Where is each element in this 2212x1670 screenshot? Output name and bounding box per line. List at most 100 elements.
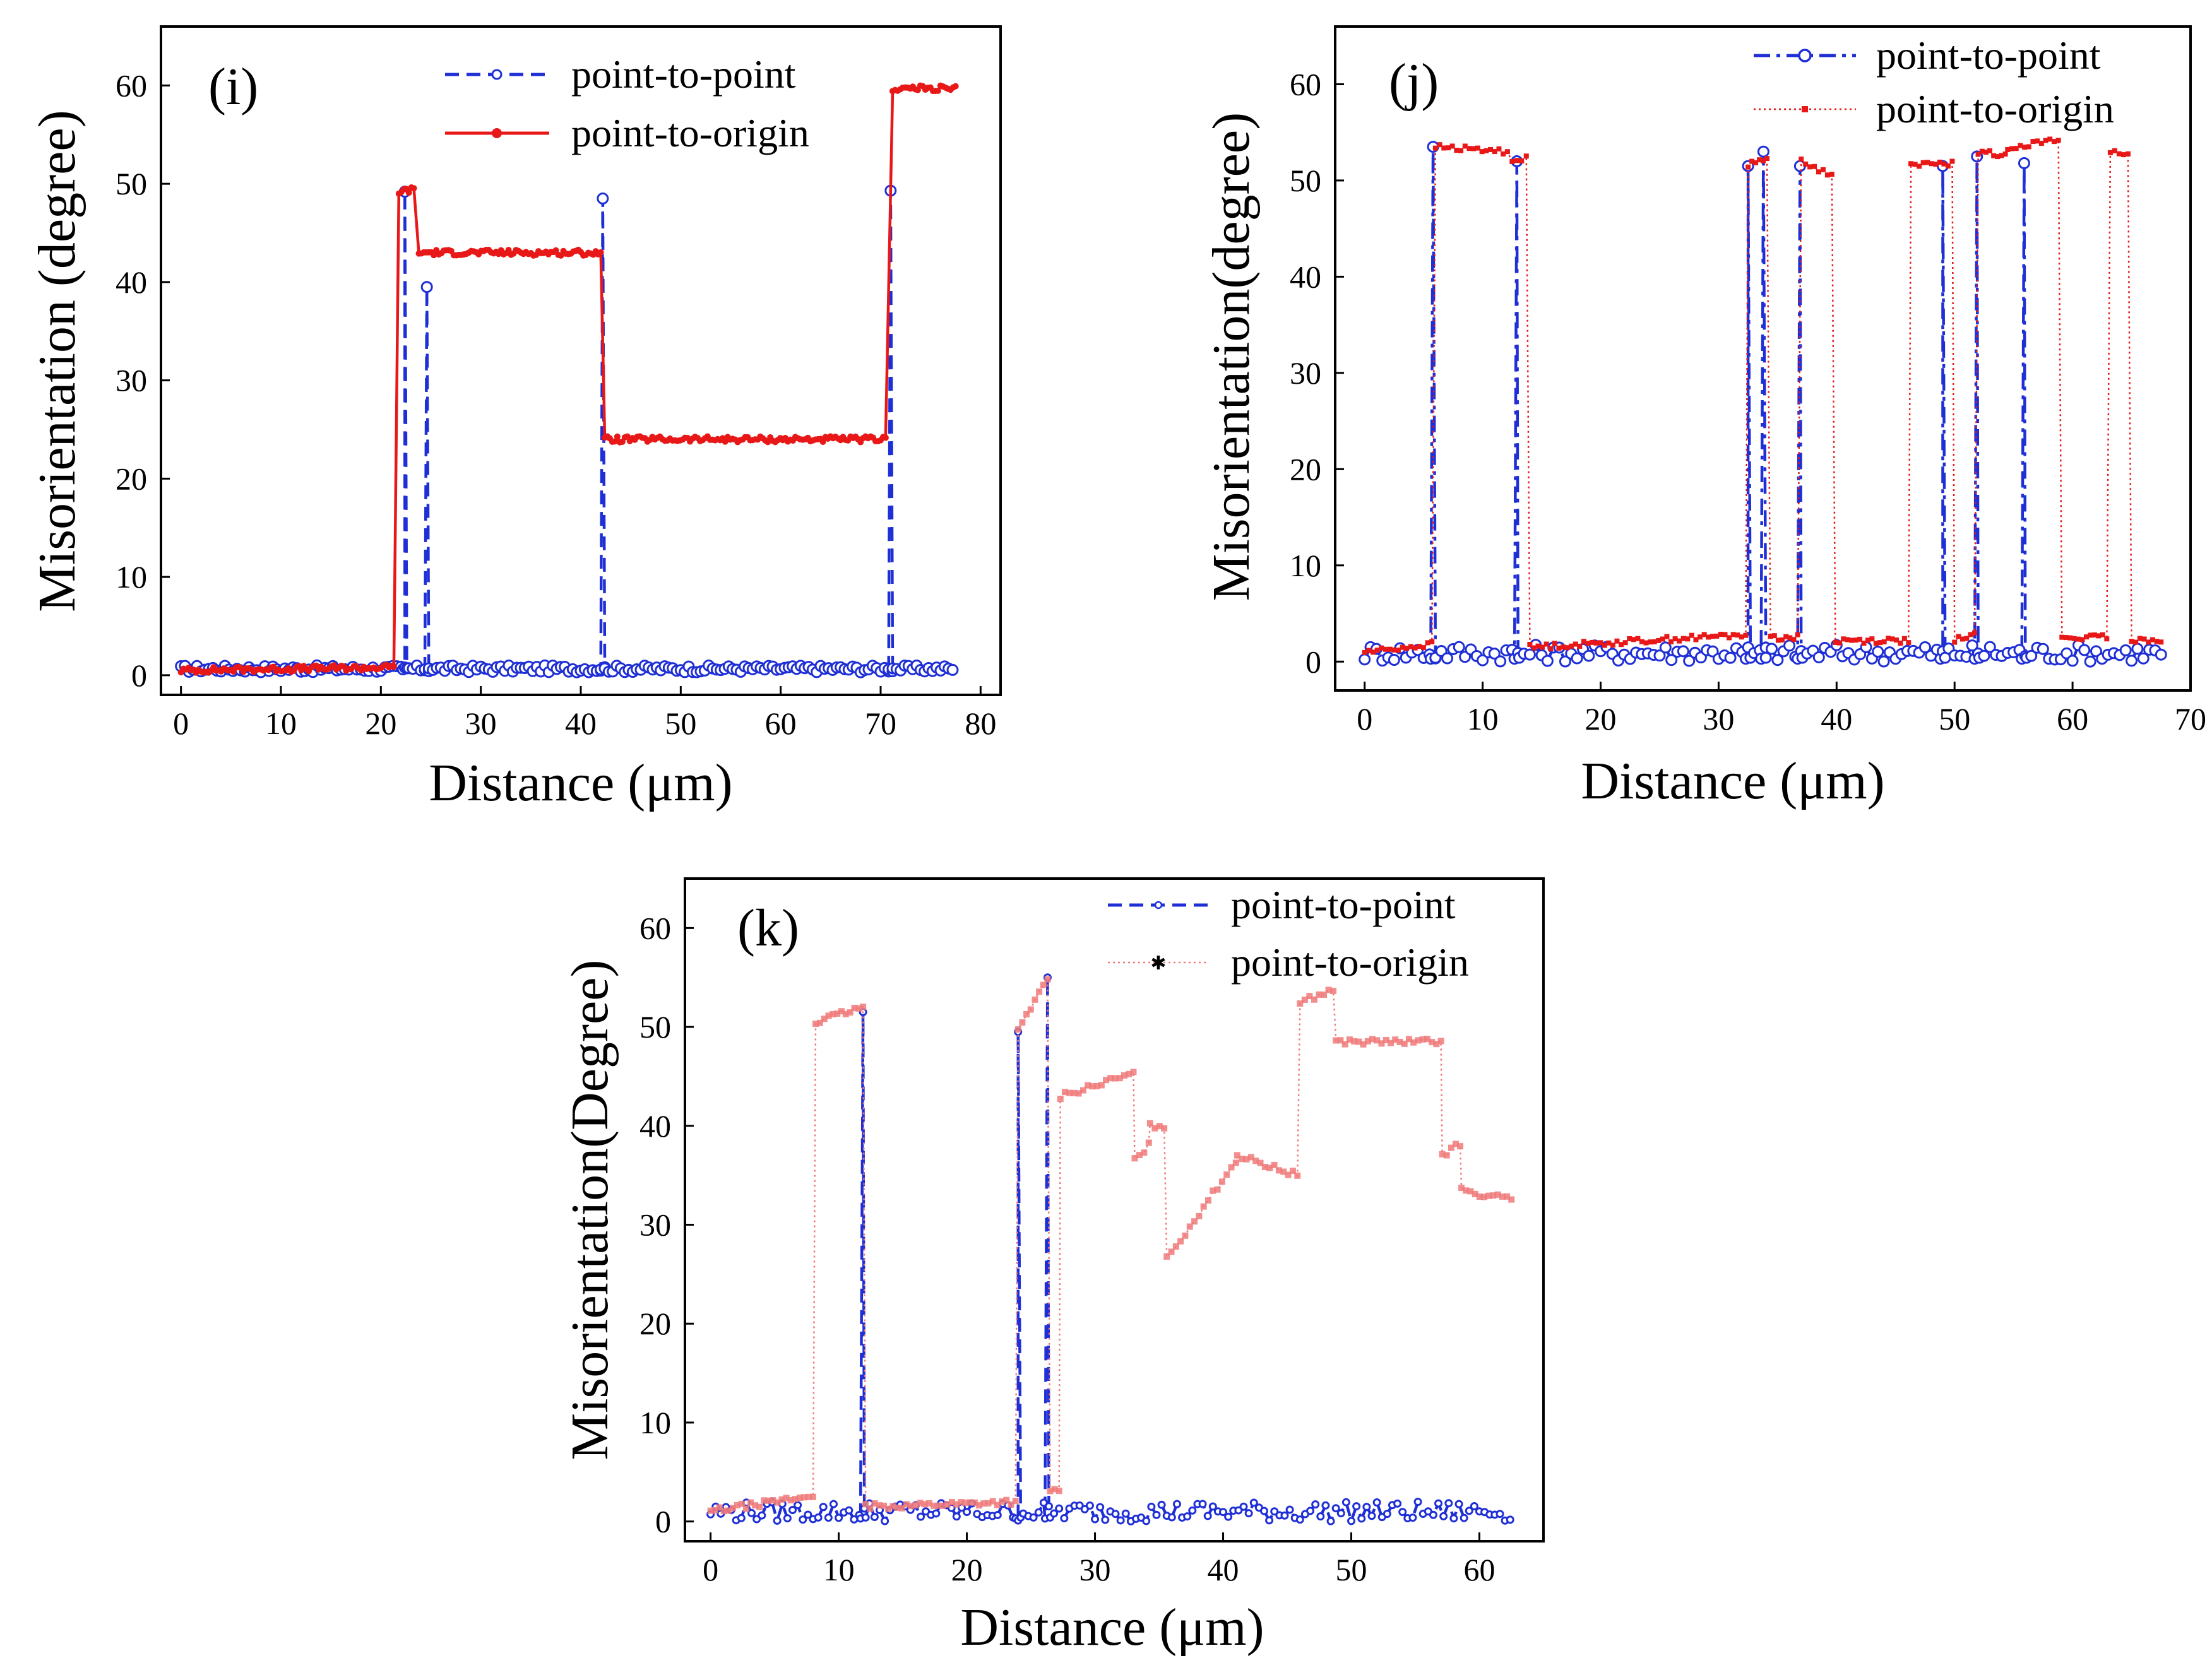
data-point — [1075, 1090, 1082, 1097]
data-point — [834, 1010, 841, 1017]
data-point — [1355, 1038, 1362, 1045]
y-tick-label: 60 — [639, 910, 671, 945]
data-point — [1514, 158, 1519, 163]
data-point — [1359, 653, 1371, 666]
data-point — [597, 249, 604, 256]
data-point — [1501, 151, 1506, 157]
data-point — [2071, 636, 2077, 641]
data-point — [1352, 1502, 1361, 1511]
data-point — [783, 1514, 792, 1523]
data-point — [743, 1505, 750, 1512]
data-point — [1449, 1514, 1458, 1523]
data-point — [739, 1500, 746, 1507]
data-point — [1606, 640, 1612, 646]
data-point — [1495, 1510, 1504, 1519]
data-point — [851, 1005, 858, 1012]
data-point — [1337, 1037, 1344, 1044]
data-point — [1872, 645, 1884, 658]
data-point — [1382, 1510, 1391, 1519]
data-point — [2076, 636, 2081, 642]
y-tick-label: 50 — [1290, 163, 1321, 198]
data-point — [1413, 1498, 1422, 1507]
data-point — [405, 189, 412, 196]
data-point — [2141, 636, 2147, 642]
data-point — [2051, 139, 2057, 145]
data-point — [1008, 1501, 1014, 1508]
y-ticks: 0 10 20 30 40 50 60 — [1290, 66, 1344, 679]
data-point — [1739, 634, 1744, 640]
data-point — [860, 1004, 867, 1010]
data-point — [1590, 639, 1595, 645]
x-tick-label: 70 — [865, 706, 896, 741]
data-point — [1085, 1501, 1094, 1510]
data-point — [1374, 1037, 1381, 1044]
data-point — [1395, 648, 1401, 653]
data-point — [1244, 1509, 1253, 1518]
y-tick-label: 30 — [116, 363, 147, 398]
data-point — [1523, 153, 1529, 159]
plot-frame — [1334, 25, 2192, 692]
data-point — [1906, 640, 1912, 646]
data-point — [976, 1502, 983, 1509]
data-point — [1648, 639, 1653, 645]
data-point — [1259, 1507, 1268, 1515]
data-point — [1357, 1514, 1366, 1523]
data-point — [1372, 1498, 1381, 1507]
data-point — [1824, 172, 1830, 178]
data-point — [1388, 1039, 1394, 1046]
data-point — [1898, 641, 1903, 646]
x-tick-label: 60 — [1464, 1552, 1495, 1587]
y-ticks: 0 10 20 30 40 50 60 — [116, 68, 170, 693]
x-tick-label: 40 — [1208, 1552, 1239, 1587]
data-point — [1894, 637, 1900, 643]
data-point — [1803, 161, 1809, 167]
data-point — [1247, 1154, 1254, 1161]
data-point — [796, 1495, 803, 1501]
data-point — [778, 1496, 785, 1503]
data-point — [1475, 145, 1480, 151]
data-point — [1198, 1500, 1207, 1508]
data-point — [1234, 1152, 1240, 1159]
x-tick-label: 0 — [1357, 701, 1372, 737]
y-tick-label: 10 — [639, 1405, 671, 1440]
data-point — [1971, 630, 1977, 636]
data-point — [1145, 1139, 1152, 1146]
data-point — [1360, 1041, 1367, 1048]
data-point — [1841, 636, 1846, 642]
data-point — [1382, 1036, 1389, 1043]
data-point — [1369, 1036, 1376, 1043]
data-point — [1306, 1507, 1315, 1515]
data-point — [1441, 145, 1447, 151]
data-point — [756, 1503, 763, 1510]
data-point — [1653, 649, 1666, 662]
data-point — [1820, 167, 1826, 172]
data-point — [934, 87, 941, 94]
data-point — [761, 1497, 768, 1504]
data-point — [2084, 655, 2096, 668]
data-point — [1465, 1507, 1473, 1515]
data-point — [1683, 654, 1696, 667]
data-point — [2155, 648, 2167, 661]
data-point — [1937, 159, 1942, 165]
data-point — [2131, 643, 2144, 655]
data-point — [1311, 1500, 1320, 1509]
data-point — [830, 1010, 836, 1017]
data-point — [1833, 639, 1838, 645]
data-point — [1467, 1188, 1474, 1195]
data-point — [1556, 645, 1562, 651]
data-point — [1492, 149, 1497, 155]
data-point — [1060, 1514, 1069, 1523]
data-point — [2055, 138, 2061, 143]
data-point — [1441, 652, 1454, 665]
legend: point-to-point point-to-origin — [445, 52, 809, 155]
data-point — [1477, 654, 1489, 666]
data-point — [2150, 637, 2155, 643]
data-point — [1071, 1089, 1078, 1096]
data-point — [1275, 1167, 1282, 1174]
data-point — [1941, 161, 1947, 167]
data-point — [1881, 639, 1887, 644]
data-point — [1448, 1144, 1454, 1151]
data-point — [1861, 641, 1867, 646]
data-point — [1454, 1500, 1463, 1508]
data-layer — [175, 82, 959, 678]
